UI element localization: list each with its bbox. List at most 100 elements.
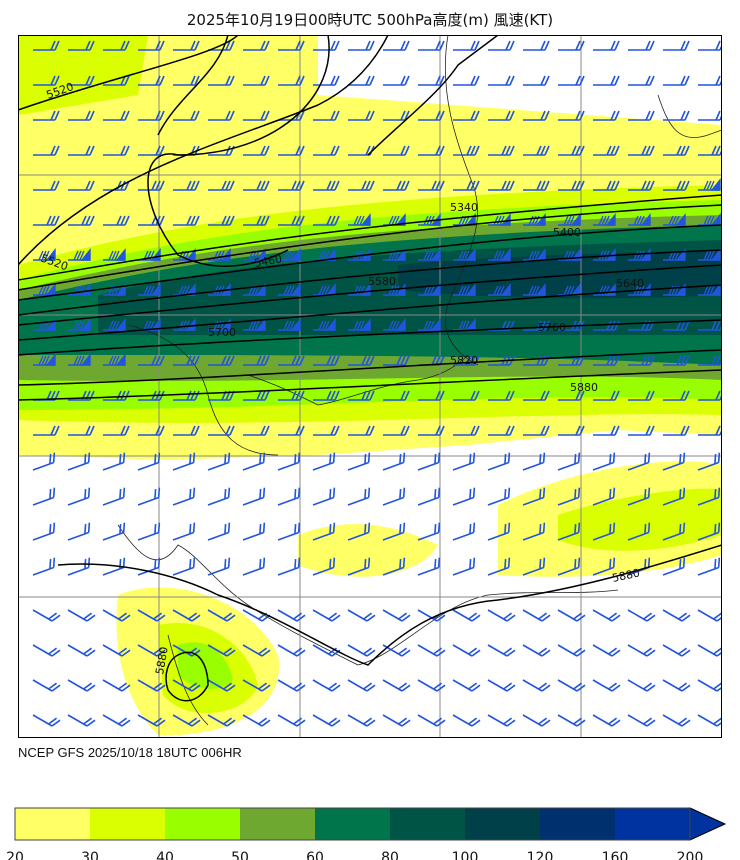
wind-barb [452,487,476,506]
wind-barb [698,178,721,191]
wind-barb [663,248,686,261]
wind-barb [348,425,375,436]
wind-barb [417,679,446,692]
wind-barb [138,283,161,296]
wind-barb [628,425,655,436]
wind-barb [382,714,411,727]
wind-barb [663,355,690,366]
wind-barb [453,75,480,86]
wind-barb [347,644,376,657]
wind-barb [33,40,60,51]
wind-barb [347,557,371,576]
wind-barb [32,644,61,657]
wind-barb [33,75,60,86]
colorbar-tick-label: 60 [306,850,324,860]
wind-barb [313,355,340,366]
colorbar-extend-arrow [689,807,727,841]
wind-barb [68,353,91,366]
wind-barb [523,425,550,436]
wind-barb [523,145,550,156]
wind-barb [278,355,305,366]
wind-barb [313,75,340,86]
wind-barb [67,644,96,657]
wind-barb [243,145,270,156]
wind-barb [627,452,651,471]
wind-barb [242,487,266,506]
contour-label: 5880 [611,566,641,585]
wind-barb [452,557,476,576]
wind-barb [698,320,722,331]
wind-barb [628,248,651,261]
wind-barb [627,714,656,727]
wind-barb [662,714,691,727]
wind-barb [137,609,166,622]
wind-barb [663,145,690,156]
wind-barb [558,355,585,366]
wind-barb [68,283,91,296]
wind-barb [173,180,200,191]
wind-barb [243,75,270,86]
wind-barb [488,213,511,226]
wind-barb [382,609,411,622]
contour-label: 5340 [450,201,478,214]
wind-barb [488,75,515,86]
colorbar-tick-label: 100 [452,850,479,860]
wind-barb [592,522,616,541]
wind-barb [348,40,375,51]
colorbar-tick-label: 20 [6,850,24,860]
wind-barb [453,110,480,121]
wind-barb [593,390,620,401]
wind-barb [278,318,301,331]
colorbar-tick-label: 120 [527,850,554,860]
wind-barb [33,145,60,156]
contour-label: 5640 [616,277,644,290]
wind-barb [487,522,511,541]
wind-barb [418,180,445,191]
wind-barb [278,75,305,86]
wind-barb [207,714,236,727]
wind-barb [278,283,301,296]
wind-barb [488,390,515,401]
wind-barb [172,679,201,692]
wind-barbs [32,40,722,727]
wind-barb [627,487,651,506]
wind-barb [208,248,231,261]
wind-barb [312,487,336,506]
wind-barb [32,714,61,727]
wind-barb [173,390,200,401]
contour-label: 5820 [450,354,478,367]
wind-barb [523,390,550,401]
map-title: 2025年10月19日00時UTC 500hPa高度(m) 風速(KT) [186,11,554,29]
wind-barb [663,180,690,191]
wind-barb [383,318,406,331]
wind-barb [487,714,516,727]
wind-barb [698,248,721,261]
wind-barb [453,248,476,261]
wind-barb [33,425,60,436]
wind-barb [347,679,376,692]
wind-barb [33,353,56,366]
wind-barb [173,425,200,436]
wind-barb [173,40,200,51]
wind-barb [208,318,231,331]
wind-barb [312,522,336,541]
wind-barb [278,248,301,261]
wind-barb [67,714,96,727]
wind-barb [488,110,515,121]
wind-barb [487,609,516,622]
wind-barb [522,714,551,727]
wind-barb [628,390,655,401]
wind-barb [453,180,480,191]
weather-map: 5520 5520 5340 5400 5460 5580 5640 5700 … [18,35,722,738]
wind-barb [33,110,60,121]
wind-barb [383,248,406,261]
wind-barb [417,644,446,657]
wind-barb [137,714,166,727]
wind-barb [382,522,406,541]
wind-barb [418,425,445,436]
wind-barb [243,215,270,226]
wind-barb [522,644,551,657]
wind-barb [313,145,340,156]
wind-barb [312,452,336,471]
wind-barb [663,390,690,401]
